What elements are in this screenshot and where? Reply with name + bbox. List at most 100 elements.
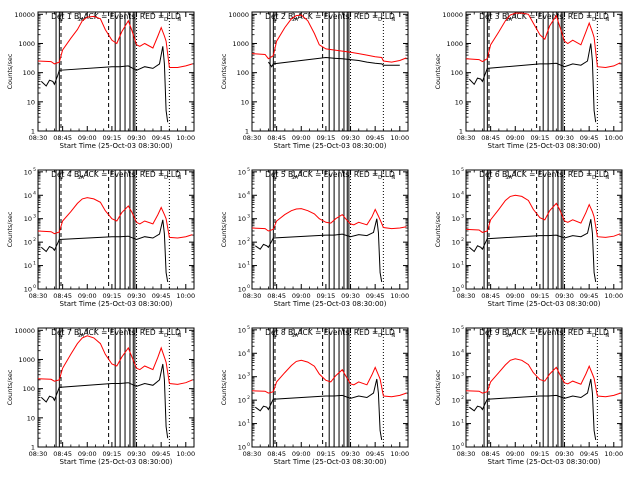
x-tick-label: 09:45 bbox=[152, 450, 171, 458]
x-axis-label: Start Time (25-Oct-03 08:30:00) bbox=[274, 142, 387, 150]
x-tick-label: 08:45 bbox=[53, 450, 72, 458]
bracket-label: D bbox=[164, 175, 168, 181]
x-tick-label: 09:45 bbox=[366, 292, 385, 300]
y-tick-label: 10 bbox=[238, 397, 246, 405]
panel-det-2: Det 2 BLACK = Events, RED = LLDNSADN1101… bbox=[220, 11, 409, 150]
x-axis-label: Start Time (25-Oct-03 08:30:00) bbox=[274, 300, 387, 308]
plot-frame bbox=[251, 169, 409, 290]
x-axis-label: Start Time (25-Oct-03 08:30:00) bbox=[488, 458, 601, 466]
panel-det-3: Det 3 BLACK = Events, RED = LLDNSADN1101… bbox=[434, 11, 623, 150]
x-tick-label: 09:00 bbox=[506, 450, 525, 458]
panel-title: Det 7 BLACK = Events, RED = LLD bbox=[51, 328, 181, 337]
series-events bbox=[40, 219, 169, 282]
x-tick-label: 09:30 bbox=[127, 134, 146, 142]
y-tick-exponent: 2 bbox=[33, 237, 36, 243]
series-lld bbox=[251, 208, 407, 232]
x-tick-label: 08:45 bbox=[481, 450, 500, 458]
y-tick-label: 100 bbox=[23, 385, 35, 393]
y-tick-label: 10 bbox=[452, 215, 460, 223]
x-tick-label: 08:45 bbox=[481, 292, 500, 300]
x-tick-label: 08:30 bbox=[457, 292, 476, 300]
y-tick-exponent: 0 bbox=[247, 284, 250, 290]
y-tick-exponent: 0 bbox=[33, 284, 36, 290]
x-tick-label: 08:30 bbox=[243, 450, 262, 458]
y-tick-label: 10 bbox=[24, 262, 32, 270]
y-axis-label: Counts/sec bbox=[6, 211, 14, 247]
panel-title: Det 5 BLACK = Events, RED = LLD bbox=[265, 170, 395, 179]
series-lld bbox=[37, 15, 193, 68]
x-tick-label: 09:45 bbox=[366, 450, 385, 458]
x-tick-label: 08:30 bbox=[243, 134, 262, 142]
x-tick-label: 09:00 bbox=[78, 450, 97, 458]
panel-title: Det 6 BLACK = Events, RED = LLD bbox=[479, 170, 609, 179]
x-axis-label: Start Time (25-Oct-03 08:30:00) bbox=[60, 458, 173, 466]
bracket-label: N bbox=[391, 333, 395, 339]
y-tick-label: 10000 bbox=[442, 11, 463, 19]
x-tick-label: 09:00 bbox=[292, 292, 311, 300]
x-tick-label: 09:45 bbox=[152, 134, 171, 142]
panel-det-4: Det 4 BLACK = Events, RED = LLDNSADN1001… bbox=[6, 167, 195, 308]
panel-det-7: Det 7 BLACK = Events, RED = LLDNSADN1101… bbox=[6, 327, 195, 466]
panel-title: Det 2 BLACK = Events, RED = LLD bbox=[265, 12, 395, 21]
y-tick-exponent: 0 bbox=[247, 442, 250, 448]
y-tick-label: 10 bbox=[27, 414, 35, 422]
y-axis-label: Counts/sec bbox=[220, 211, 228, 247]
y-tick-label: 1 bbox=[459, 128, 463, 136]
x-tick-label: 08:30 bbox=[29, 134, 48, 142]
y-tick-label: 10 bbox=[27, 98, 35, 106]
y-tick-label: 10 bbox=[24, 168, 32, 176]
bracket-label: SA bbox=[291, 17, 298, 23]
y-tick-label: 10 bbox=[238, 192, 246, 200]
y-tick-label: 10 bbox=[238, 262, 246, 270]
plot-frame bbox=[37, 11, 195, 132]
x-tick-label: 09:45 bbox=[580, 134, 599, 142]
y-tick-exponent: 2 bbox=[461, 237, 464, 243]
x-tick-label: 09:15 bbox=[317, 292, 336, 300]
bracket-label: SA bbox=[77, 175, 84, 181]
y-axis-label: Counts/sec bbox=[220, 369, 228, 405]
x-axis-label: Start Time (25-Oct-03 08:30:00) bbox=[488, 142, 601, 150]
y-tick-exponent: 2 bbox=[247, 395, 250, 401]
x-axis-label: Start Time (25-Oct-03 08:30:00) bbox=[488, 300, 601, 308]
y-tick-label: 10 bbox=[24, 192, 32, 200]
x-tick-label: 09:45 bbox=[580, 292, 599, 300]
x-tick-label: 09:45 bbox=[580, 450, 599, 458]
series-lld bbox=[465, 194, 621, 238]
y-tick-exponent: 0 bbox=[461, 284, 464, 290]
x-tick-label: 09:15 bbox=[103, 134, 122, 142]
x-tick-label: 08:30 bbox=[243, 292, 262, 300]
y-tick-exponent: 3 bbox=[247, 372, 250, 378]
y-tick-label: 1000 bbox=[18, 356, 35, 364]
x-axis-label: Start Time (25-Oct-03 08:30:00) bbox=[60, 142, 173, 150]
x-tick-label: 09:00 bbox=[292, 450, 311, 458]
y-tick-label: 10 bbox=[452, 192, 460, 200]
bracket-label: D bbox=[592, 333, 596, 339]
x-tick-label: 10:00 bbox=[176, 450, 195, 458]
y-tick-exponent: 1 bbox=[461, 261, 464, 267]
bracket-label: SA bbox=[505, 17, 512, 23]
panel-title: Det 9 BLACK = Events, RED = LLD bbox=[479, 328, 609, 337]
x-tick-label: 08:45 bbox=[267, 450, 286, 458]
panel-title: Det 8 BLACK = Events, RED = LLD bbox=[265, 328, 395, 337]
series-events bbox=[468, 43, 597, 123]
series-events bbox=[468, 219, 597, 282]
x-tick-label: 09:15 bbox=[531, 292, 550, 300]
y-tick-exponent: 5 bbox=[461, 325, 464, 331]
y-tick-exponent: 5 bbox=[247, 167, 250, 173]
panel-title: Det 1 BLACK = Events, RED = LLD bbox=[51, 12, 181, 21]
y-tick-exponent: 4 bbox=[247, 190, 250, 196]
bracket-label: SA bbox=[505, 175, 512, 181]
series-lld bbox=[251, 14, 407, 63]
y-tick-label: 10 bbox=[452, 168, 460, 176]
series-lld bbox=[465, 12, 621, 69]
x-tick-label: 08:30 bbox=[29, 450, 48, 458]
x-tick-label: 10:00 bbox=[390, 134, 409, 142]
x-tick-label: 09:15 bbox=[103, 292, 122, 300]
y-tick-label: 1 bbox=[31, 444, 35, 452]
panel-det-8: Det 8 BLACK = Events, RED = LLDNSADN1001… bbox=[220, 325, 409, 466]
bracket-label: SA bbox=[291, 175, 298, 181]
plot-frame bbox=[465, 11, 623, 132]
x-tick-label: 09:45 bbox=[152, 292, 171, 300]
series-lld bbox=[37, 197, 193, 239]
x-tick-label: 10:00 bbox=[604, 292, 623, 300]
